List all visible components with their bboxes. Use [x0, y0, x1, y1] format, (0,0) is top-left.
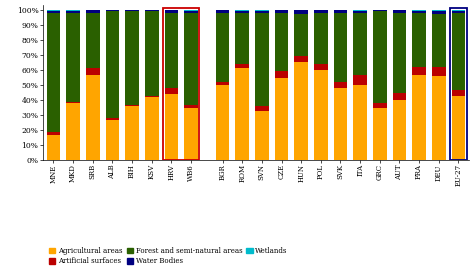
Bar [255, 11, 269, 13]
Bar [46, 10, 60, 11]
Bar [184, 10, 198, 11]
Bar [216, 85, 229, 160]
Bar [373, 11, 387, 103]
Bar [432, 11, 446, 14]
Bar [294, 14, 308, 56]
Bar [125, 105, 139, 106]
Bar [294, 56, 308, 62]
Bar [373, 108, 387, 160]
Bar [164, 13, 178, 88]
Bar [86, 69, 100, 74]
Bar [432, 14, 446, 67]
Bar [216, 10, 229, 13]
Bar [334, 82, 347, 88]
Bar [274, 77, 288, 160]
Bar [66, 10, 80, 11]
Bar [334, 13, 347, 82]
Bar [216, 13, 229, 82]
Bar [452, 96, 465, 160]
Bar [392, 100, 406, 160]
Bar [353, 10, 367, 11]
Bar [373, 103, 387, 108]
Bar [164, 10, 178, 13]
Bar [432, 10, 446, 11]
Bar [46, 132, 60, 135]
Bar [106, 11, 119, 118]
Bar [452, 11, 465, 13]
Bar [46, 13, 60, 132]
Bar [184, 11, 198, 13]
Bar [235, 13, 249, 64]
Bar [314, 70, 328, 160]
Bar [46, 135, 60, 160]
Bar [294, 10, 308, 14]
Bar [66, 101, 80, 103]
Bar [163, 8, 200, 160]
Bar [432, 76, 446, 160]
Bar [125, 106, 139, 160]
Bar [145, 10, 159, 11]
Bar [235, 11, 249, 13]
Bar [314, 13, 328, 64]
Bar [184, 105, 198, 108]
Bar [184, 13, 198, 105]
Bar [46, 11, 60, 13]
Bar [412, 13, 426, 67]
Bar [452, 10, 465, 11]
Bar [353, 85, 367, 160]
Bar [294, 62, 308, 160]
Bar [235, 10, 249, 11]
Bar [392, 93, 406, 100]
Bar [184, 108, 198, 160]
Bar [145, 96, 159, 97]
Bar [255, 111, 269, 160]
Bar [452, 13, 465, 89]
Bar [392, 10, 406, 13]
Bar [125, 10, 139, 11]
Bar [314, 10, 328, 13]
Bar [314, 64, 328, 70]
Bar [66, 11, 80, 13]
Bar [145, 97, 159, 160]
Bar [432, 67, 446, 76]
Bar [353, 11, 367, 13]
Bar [450, 8, 467, 160]
Bar [412, 10, 426, 11]
Bar [334, 88, 347, 160]
Bar [255, 10, 269, 11]
Bar [106, 120, 119, 160]
Bar [86, 74, 100, 160]
Legend: Agricultural areas, Artificial surfaces, Forest and semi-natural areas, Water Bo: Agricultural areas, Artificial surfaces,… [46, 244, 291, 267]
Bar [235, 64, 249, 69]
Bar [164, 94, 178, 160]
Bar [106, 10, 119, 11]
Bar [353, 13, 367, 74]
Bar [412, 11, 426, 13]
Bar [452, 89, 465, 96]
Bar [145, 11, 159, 96]
Bar [373, 10, 387, 11]
Bar [106, 118, 119, 120]
Bar [125, 11, 139, 105]
Bar [66, 13, 80, 101]
Bar [164, 88, 178, 94]
Bar [412, 74, 426, 160]
Bar [353, 74, 367, 85]
Bar [274, 10, 288, 13]
Bar [392, 13, 406, 93]
Bar [274, 72, 288, 77]
Bar [235, 69, 249, 160]
Bar [255, 106, 269, 111]
Bar [86, 13, 100, 69]
Bar [216, 82, 229, 85]
Bar [334, 10, 347, 13]
Bar [412, 67, 426, 74]
Bar [86, 10, 100, 13]
Bar [274, 13, 288, 72]
Bar [66, 103, 80, 160]
Bar [255, 13, 269, 106]
